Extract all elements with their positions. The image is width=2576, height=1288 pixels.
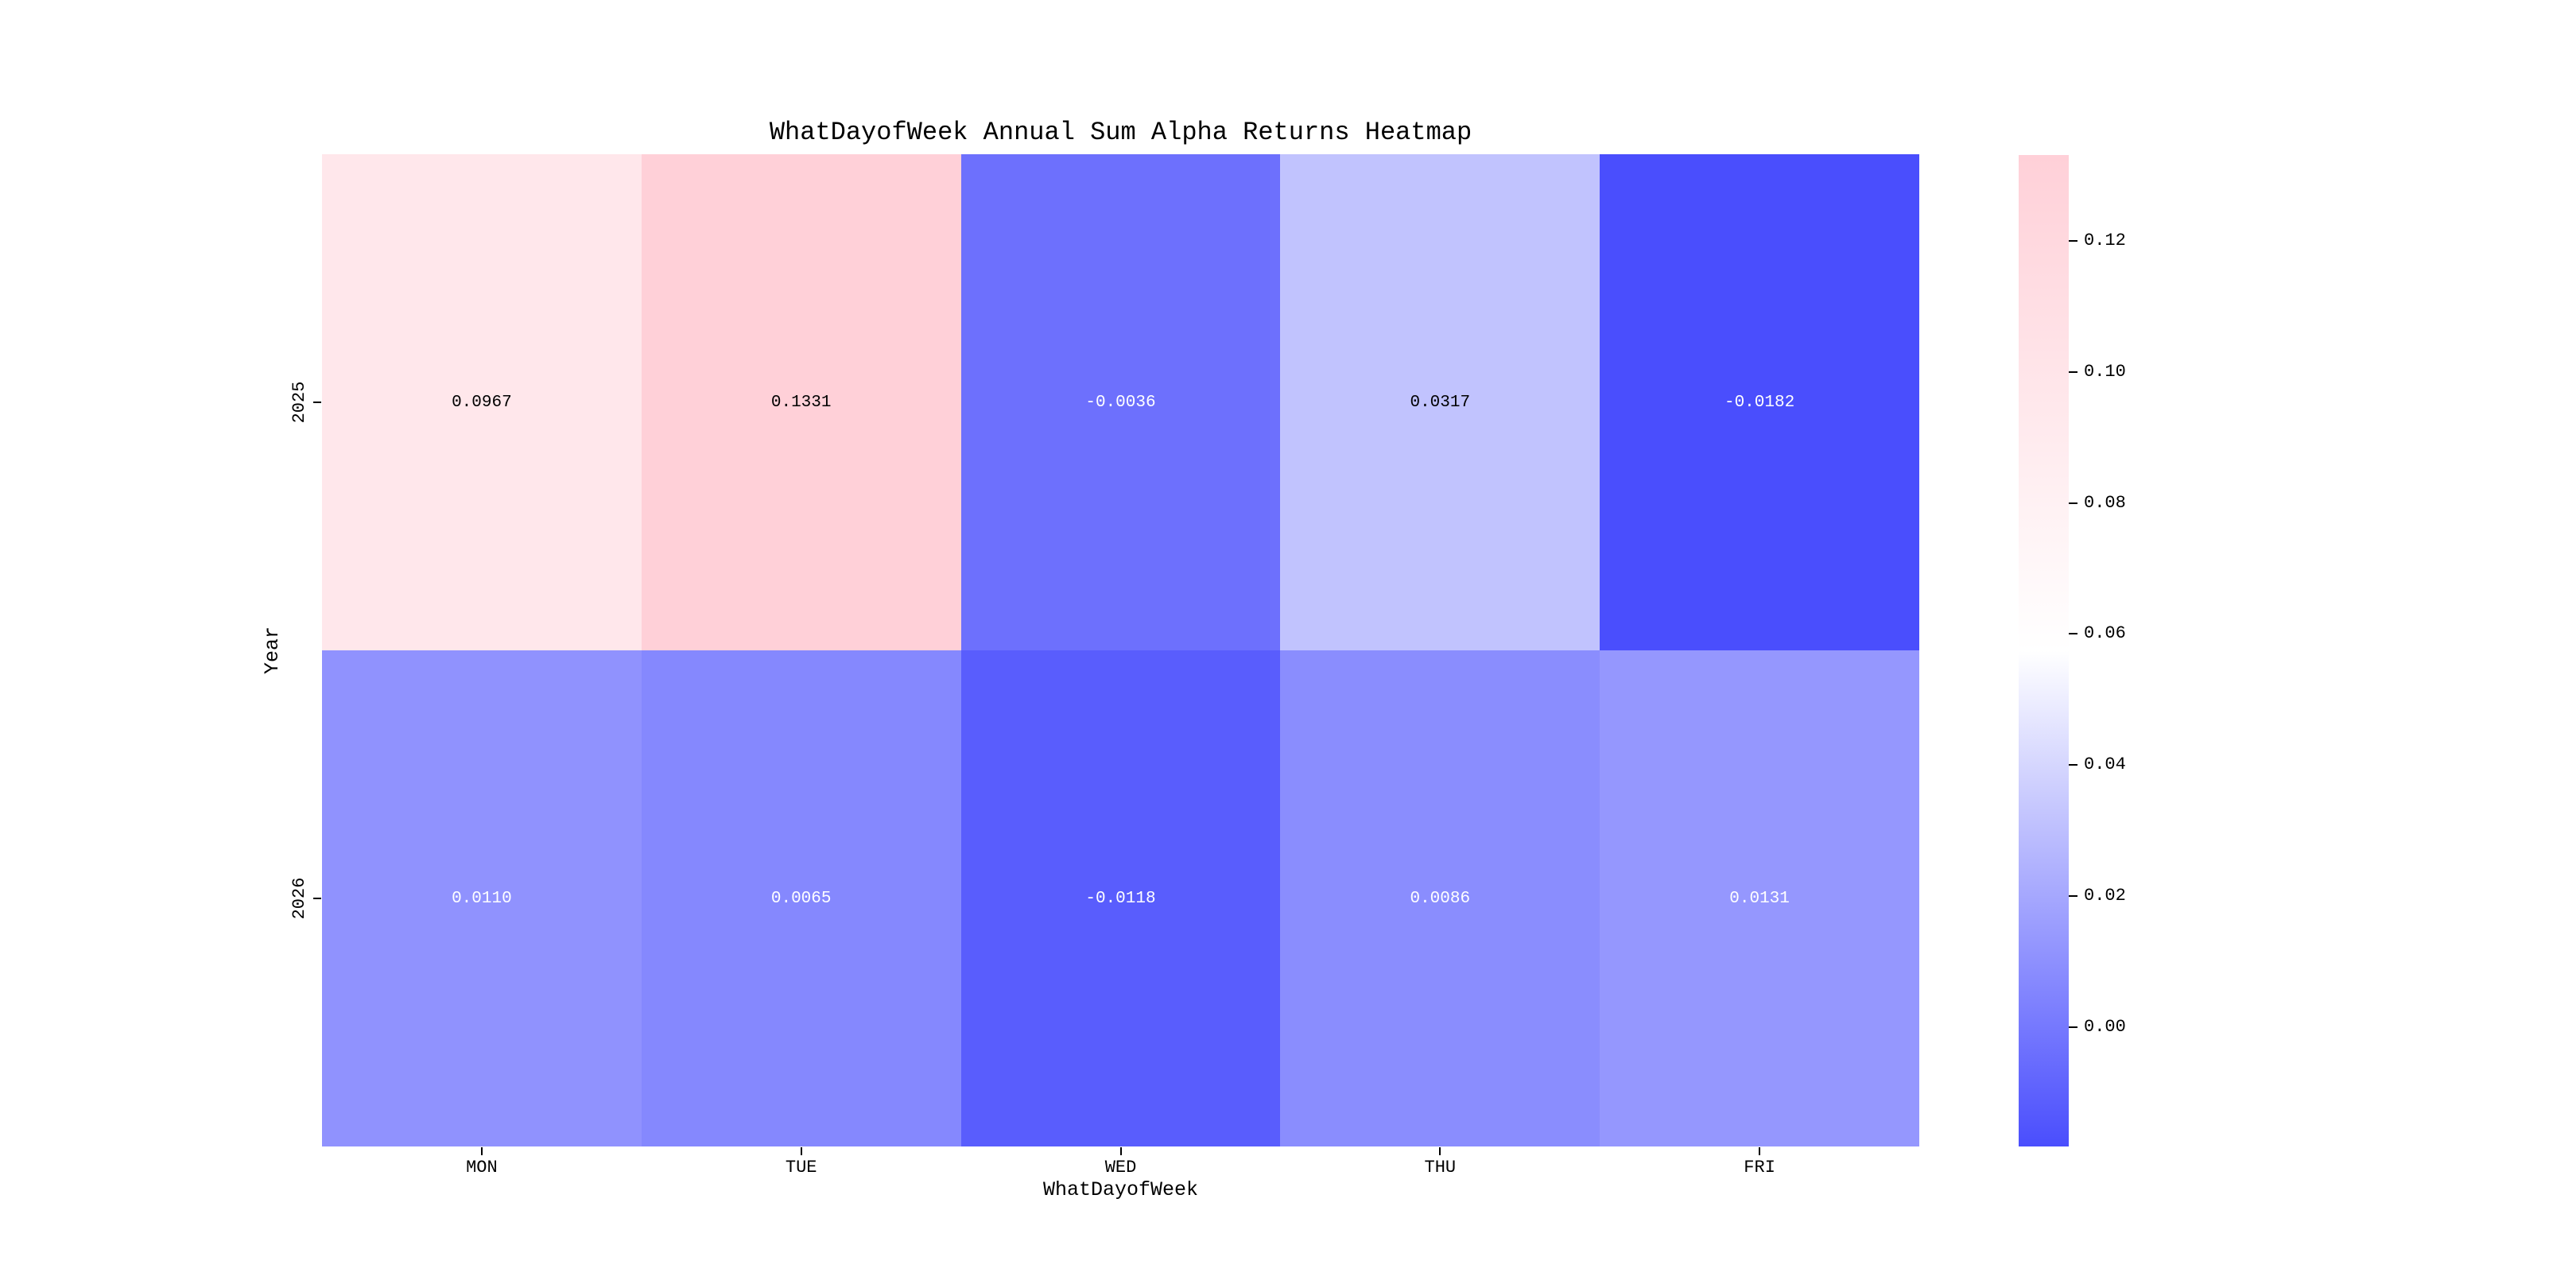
cell-value-label: 0.0317: [1410, 393, 1471, 412]
heatmap-cell-2025-THU: 0.0317: [1280, 154, 1600, 650]
heatmap-cell-2026-WED: -0.0118: [960, 650, 1281, 1146]
heatmap-cell-2026-THU: 0.0086: [1280, 650, 1600, 1146]
colorbar-tick-mark: [2069, 239, 2077, 242]
colorbar-tick-label-0.04: 0.04: [2084, 755, 2126, 775]
x-tick-mark: [1759, 1147, 1761, 1155]
colorbar-tick-label-0.10: 0.10: [2084, 361, 2126, 382]
heatmap-cell-2026-FRI: 0.0131: [1600, 650, 1919, 1146]
colorbar-tick-mark: [2069, 370, 2077, 373]
x-tick-label-wed: WED: [1104, 1158, 1137, 1177]
colorbar-tick-mark: [2069, 633, 2077, 635]
colorbar-tick-label-0.00: 0.00: [2084, 1016, 2126, 1037]
x-axis-label: WhatDayofWeek: [1042, 1178, 1199, 1201]
cell-value-label: -0.0182: [1724, 393, 1795, 412]
x-tick-mark: [480, 1147, 483, 1155]
heatmap-cell-2026-MON: 0.0110: [322, 650, 642, 1146]
x-tick-mark: [1119, 1147, 1122, 1155]
colorbar-tick-mark: [2069, 895, 2077, 898]
chart-title: WhatDayofWeek Annual Sum Alpha Returns H…: [769, 118, 1472, 147]
heatmap-grid: 0.0967 0.1331 -0.0036 0.0317 -0.0182 0.0110 0.…: [322, 154, 1919, 1146]
y-tick-label-2026: 2026: [289, 877, 309, 920]
colorbar-gradient: [2019, 155, 2069, 1146]
cell-value-label: 0.0110: [452, 889, 512, 908]
cell-value-label: 0.0967: [452, 393, 512, 412]
cell-value-label: -0.0036: [1085, 393, 1156, 412]
x-tick-label-fri: FRI: [1744, 1158, 1775, 1177]
cell-value-label: 0.0065: [770, 889, 832, 908]
cell-value-label: 0.0086: [1410, 889, 1471, 908]
heatmap-cell-2026-TUE: 0.0065: [641, 650, 961, 1146]
x-tick-label-thu: THU: [1424, 1158, 1457, 1177]
y-tick-label-2025: 2025: [289, 381, 309, 424]
colorbar-tick-mark: [2069, 502, 2077, 504]
x-tick-label-tue: TUE: [785, 1158, 817, 1177]
cell-value-label: -0.0118: [1085, 889, 1156, 908]
heatmap-cell-2025-WED: -0.0036: [960, 154, 1281, 650]
x-tick-mark: [800, 1147, 802, 1155]
colorbar-tick-label-0.02: 0.02: [2084, 886, 2126, 906]
cell-value-label: 0.0131: [1729, 889, 1790, 908]
cell-value-label: 0.1331: [770, 393, 832, 412]
y-axis-label: Year: [261, 626, 284, 675]
colorbar-tick-mark: [2069, 1026, 2077, 1028]
x-tick-mark: [1439, 1147, 1441, 1155]
x-tick-label-mon: MON: [466, 1158, 498, 1177]
heatmap-cell-2025-TUE: 0.1331: [641, 154, 961, 650]
colorbar-tick-label-0.08: 0.08: [2084, 492, 2126, 513]
colorbar-tick-mark: [2069, 764, 2077, 766]
colorbar-tick-label-0.12: 0.12: [2084, 230, 2126, 250]
colorbar-tick-label-0.06: 0.06: [2084, 623, 2126, 644]
y-tick-mark: [313, 402, 321, 403]
heatmap-cell-2025-FRI: -0.0182: [1600, 154, 1919, 650]
colorbar: 0.12 0.10 0.08 0.06 0.04 0.02 0.00: [2019, 155, 2126, 1146]
y-tick-mark: [313, 898, 321, 899]
heatmap-cell-2025-MON: 0.0967: [322, 154, 642, 650]
